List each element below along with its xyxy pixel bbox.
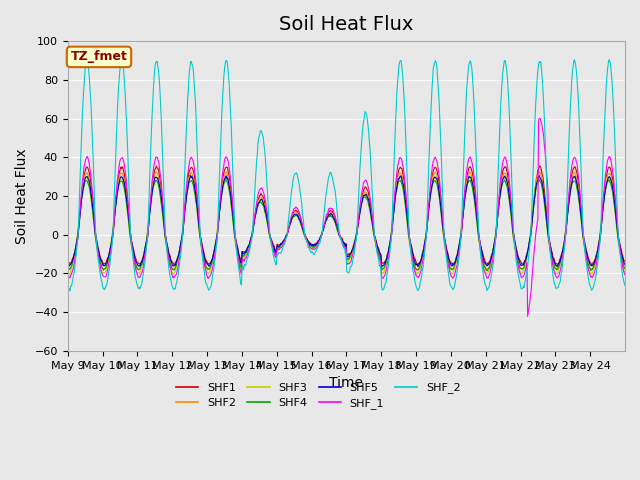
- SHF_2: [261, 147, 269, 153]
- SHF_2: [131, 270, 138, 276]
- SHF2: [621, 266, 629, 272]
- Line: SHF_2: SHF_2: [68, 59, 625, 291]
- SHF4: [281, 236, 289, 242]
- SHF1: [129, 245, 137, 251]
- SHF4: [436, 198, 444, 204]
- SHF5: [436, 193, 444, 199]
- SHF3: [413, 272, 421, 277]
- SHF_1: [259, 189, 267, 194]
- Line: SHF5: SHF5: [68, 175, 625, 267]
- SHF5: [129, 247, 137, 253]
- SHF4: [64, 264, 72, 270]
- SHF_1: [64, 273, 72, 278]
- SHF3: [280, 238, 288, 243]
- SHF_1: [129, 252, 137, 257]
- SHF3: [64, 270, 72, 276]
- Title: Soil Heat Flux: Soil Heat Flux: [279, 15, 413, 34]
- SHF3: [232, 241, 239, 247]
- SHF4: [129, 251, 137, 257]
- SHF5: [64, 262, 72, 267]
- SHF4: [221, 176, 229, 182]
- SHF3: [500, 173, 508, 179]
- SHF_2: [621, 283, 629, 288]
- SHF2: [260, 201, 268, 206]
- SHF_1: [232, 237, 239, 243]
- SHF_1: [435, 172, 443, 178]
- SHF5: [621, 262, 629, 267]
- SHF2: [484, 268, 492, 274]
- SHF1: [536, 163, 544, 169]
- Line: SHF1: SHF1: [68, 166, 625, 264]
- SHF4: [483, 268, 491, 274]
- X-axis label: Time: Time: [330, 376, 364, 390]
- SHF1: [435, 180, 443, 185]
- SHF_2: [118, 56, 125, 62]
- SHF5: [554, 264, 561, 270]
- SHF2: [404, 229, 412, 235]
- SHF5: [281, 236, 289, 242]
- Line: SHF3: SHF3: [68, 176, 625, 275]
- Y-axis label: Soil Heat Flux: Soil Heat Flux: [15, 148, 29, 244]
- SHF_1: [404, 214, 412, 220]
- SHF1: [588, 262, 595, 267]
- SHF_1: [621, 272, 629, 278]
- SHF1: [232, 235, 239, 241]
- SHF4: [404, 232, 412, 238]
- Text: TZ_fmet: TZ_fmet: [70, 50, 127, 63]
- SHF1: [259, 194, 267, 200]
- Line: SHF4: SHF4: [68, 179, 625, 271]
- SHF1: [404, 216, 412, 222]
- SHF1: [621, 258, 629, 264]
- SHF4: [260, 204, 268, 209]
- SHF2: [64, 266, 72, 272]
- SHF5: [232, 240, 240, 245]
- SHF3: [259, 203, 267, 208]
- SHF1: [280, 237, 288, 242]
- SHF3: [404, 227, 412, 232]
- SHF3: [129, 254, 137, 260]
- SHF2: [232, 242, 240, 248]
- Line: SHF_1: SHF_1: [68, 119, 625, 316]
- SHF2: [436, 192, 444, 198]
- SHF_1: [280, 239, 288, 244]
- SHF_2: [64, 283, 72, 288]
- SHF3: [436, 198, 444, 204]
- SHF_2: [436, 131, 444, 137]
- SHF5: [260, 203, 268, 208]
- SHF_2: [66, 288, 74, 294]
- SHF4: [232, 243, 240, 249]
- Legend: SHF1, SHF2, SHF3, SHF4, SHF5, SHF_1, SHF_2: SHF1, SHF2, SHF3, SHF4, SHF5, SHF_1, SHF…: [172, 378, 465, 413]
- SHF5: [187, 172, 195, 178]
- SHF4: [621, 265, 629, 271]
- SHF2: [281, 235, 289, 241]
- SHF_2: [405, 233, 413, 239]
- SHF_1: [536, 116, 544, 121]
- SHF3: [621, 270, 629, 276]
- Line: SHF2: SHF2: [68, 172, 625, 271]
- SHF5: [404, 227, 412, 233]
- SHF2: [222, 169, 230, 175]
- SHF_2: [282, 237, 289, 242]
- SHF1: [64, 259, 72, 265]
- SHF_2: [233, 252, 241, 258]
- SHF2: [129, 251, 137, 256]
- SHF_1: [524, 313, 531, 319]
